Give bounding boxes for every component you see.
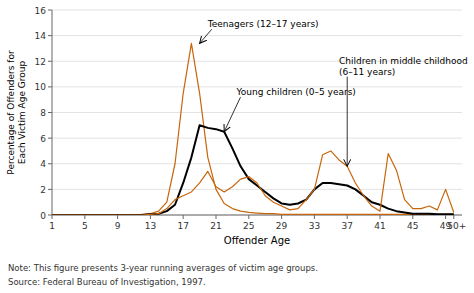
- series-line: [52, 43, 454, 215]
- x-tick: [216, 215, 217, 219]
- x-tick: [412, 215, 413, 219]
- annotation-arrow: [224, 97, 240, 132]
- x-tick: [117, 215, 118, 219]
- x-axis-label: Offender Age: [224, 235, 290, 246]
- y-axis-line: [52, 10, 53, 215]
- x-tick-label: 21: [210, 221, 221, 231]
- y-tick-label: 4: [40, 159, 46, 169]
- y-tick-label: 12: [35, 57, 46, 67]
- y-tick-label: 8: [40, 108, 46, 118]
- y-tick: [48, 189, 52, 190]
- y-tick-label: 0: [40, 211, 46, 221]
- x-tick-label: 29: [276, 221, 288, 231]
- axes: 02468101214161591317212529333741454950+: [35, 6, 467, 232]
- x-tick: [248, 215, 249, 219]
- x-tick: [183, 215, 184, 219]
- note: Note: This figure presents 3-year runnin…: [8, 263, 318, 273]
- annotation-line: (6–11 years): [339, 67, 395, 77]
- grid-line: [52, 35, 462, 36]
- y-axis-label: Percentage of Offenders forEach Victim A…: [6, 50, 27, 175]
- x-tick-label: 45: [407, 221, 418, 231]
- annotation-line: Teenagers (12–17 years): [207, 19, 319, 29]
- annotation-line: Children in middle childhood: [339, 56, 468, 66]
- source: Source: Federal Bureau of Investigation,…: [8, 277, 206, 287]
- x-tick: [453, 215, 454, 219]
- y-tick-label: 2: [40, 185, 46, 195]
- x-tick-label: 9: [115, 221, 121, 231]
- grid: [52, 10, 462, 215]
- annotation-arrow: [347, 77, 348, 167]
- x-tick-label: 33: [309, 221, 320, 231]
- x-tick-label: 13: [145, 221, 156, 231]
- x-tick: [150, 215, 151, 219]
- y-tick: [48, 112, 52, 113]
- x-tick-label: 1: [49, 221, 55, 231]
- y-tick-label: 10: [35, 82, 47, 92]
- x-tick-label: 25: [243, 221, 254, 231]
- annotation-text: Teenagers (12–17 years): [207, 19, 319, 29]
- x-tick: [281, 215, 282, 219]
- y-tick: [48, 10, 52, 11]
- series-line: [52, 151, 454, 215]
- annotation-text: Young children (0–5 years): [236, 87, 356, 97]
- y-axis-label-line: Each Victim Age Group: [17, 60, 27, 164]
- grid-line: [52, 189, 462, 190]
- x-tick-label: 50+: [447, 221, 466, 231]
- y-tick: [48, 215, 52, 216]
- annotation-arrow: [200, 29, 212, 43]
- annotation-line: Young children (0–5 years): [236, 87, 356, 97]
- annotations: Teenagers (12–17 years) Young children (0…: [200, 19, 468, 166]
- annotation-text: Children in middle childhood(6–11 years): [339, 56, 468, 77]
- x-tick: [445, 215, 446, 219]
- y-tick: [48, 163, 52, 164]
- y-tick: [48, 35, 52, 36]
- x-tick-label: 41: [374, 221, 385, 231]
- series-line: [52, 125, 454, 215]
- x-tick-label: 17: [177, 221, 188, 231]
- x-tick: [84, 215, 85, 219]
- x-tick: [347, 215, 348, 219]
- y-tick: [48, 86, 52, 87]
- y-tick-label: 16: [35, 6, 47, 16]
- x-tick: [380, 215, 381, 219]
- grid-line: [52, 138, 462, 139]
- y-tick: [48, 61, 52, 62]
- grid-line: [52, 163, 462, 164]
- x-tick-label: 5: [82, 221, 88, 231]
- chart: 02468101214161591317212529333741454950+T…: [0, 0, 474, 293]
- x-tick-label: 37: [341, 221, 352, 231]
- grid-line: [52, 10, 462, 11]
- y-tick: [48, 138, 52, 139]
- y-tick-label: 14: [35, 31, 47, 41]
- grid-line: [52, 112, 462, 113]
- x-tick: [314, 215, 315, 219]
- series-group: [52, 43, 454, 215]
- y-axis-label-line: Percentage of Offenders for: [6, 50, 16, 175]
- y-tick-label: 6: [40, 134, 46, 144]
- x-tick: [52, 215, 53, 219]
